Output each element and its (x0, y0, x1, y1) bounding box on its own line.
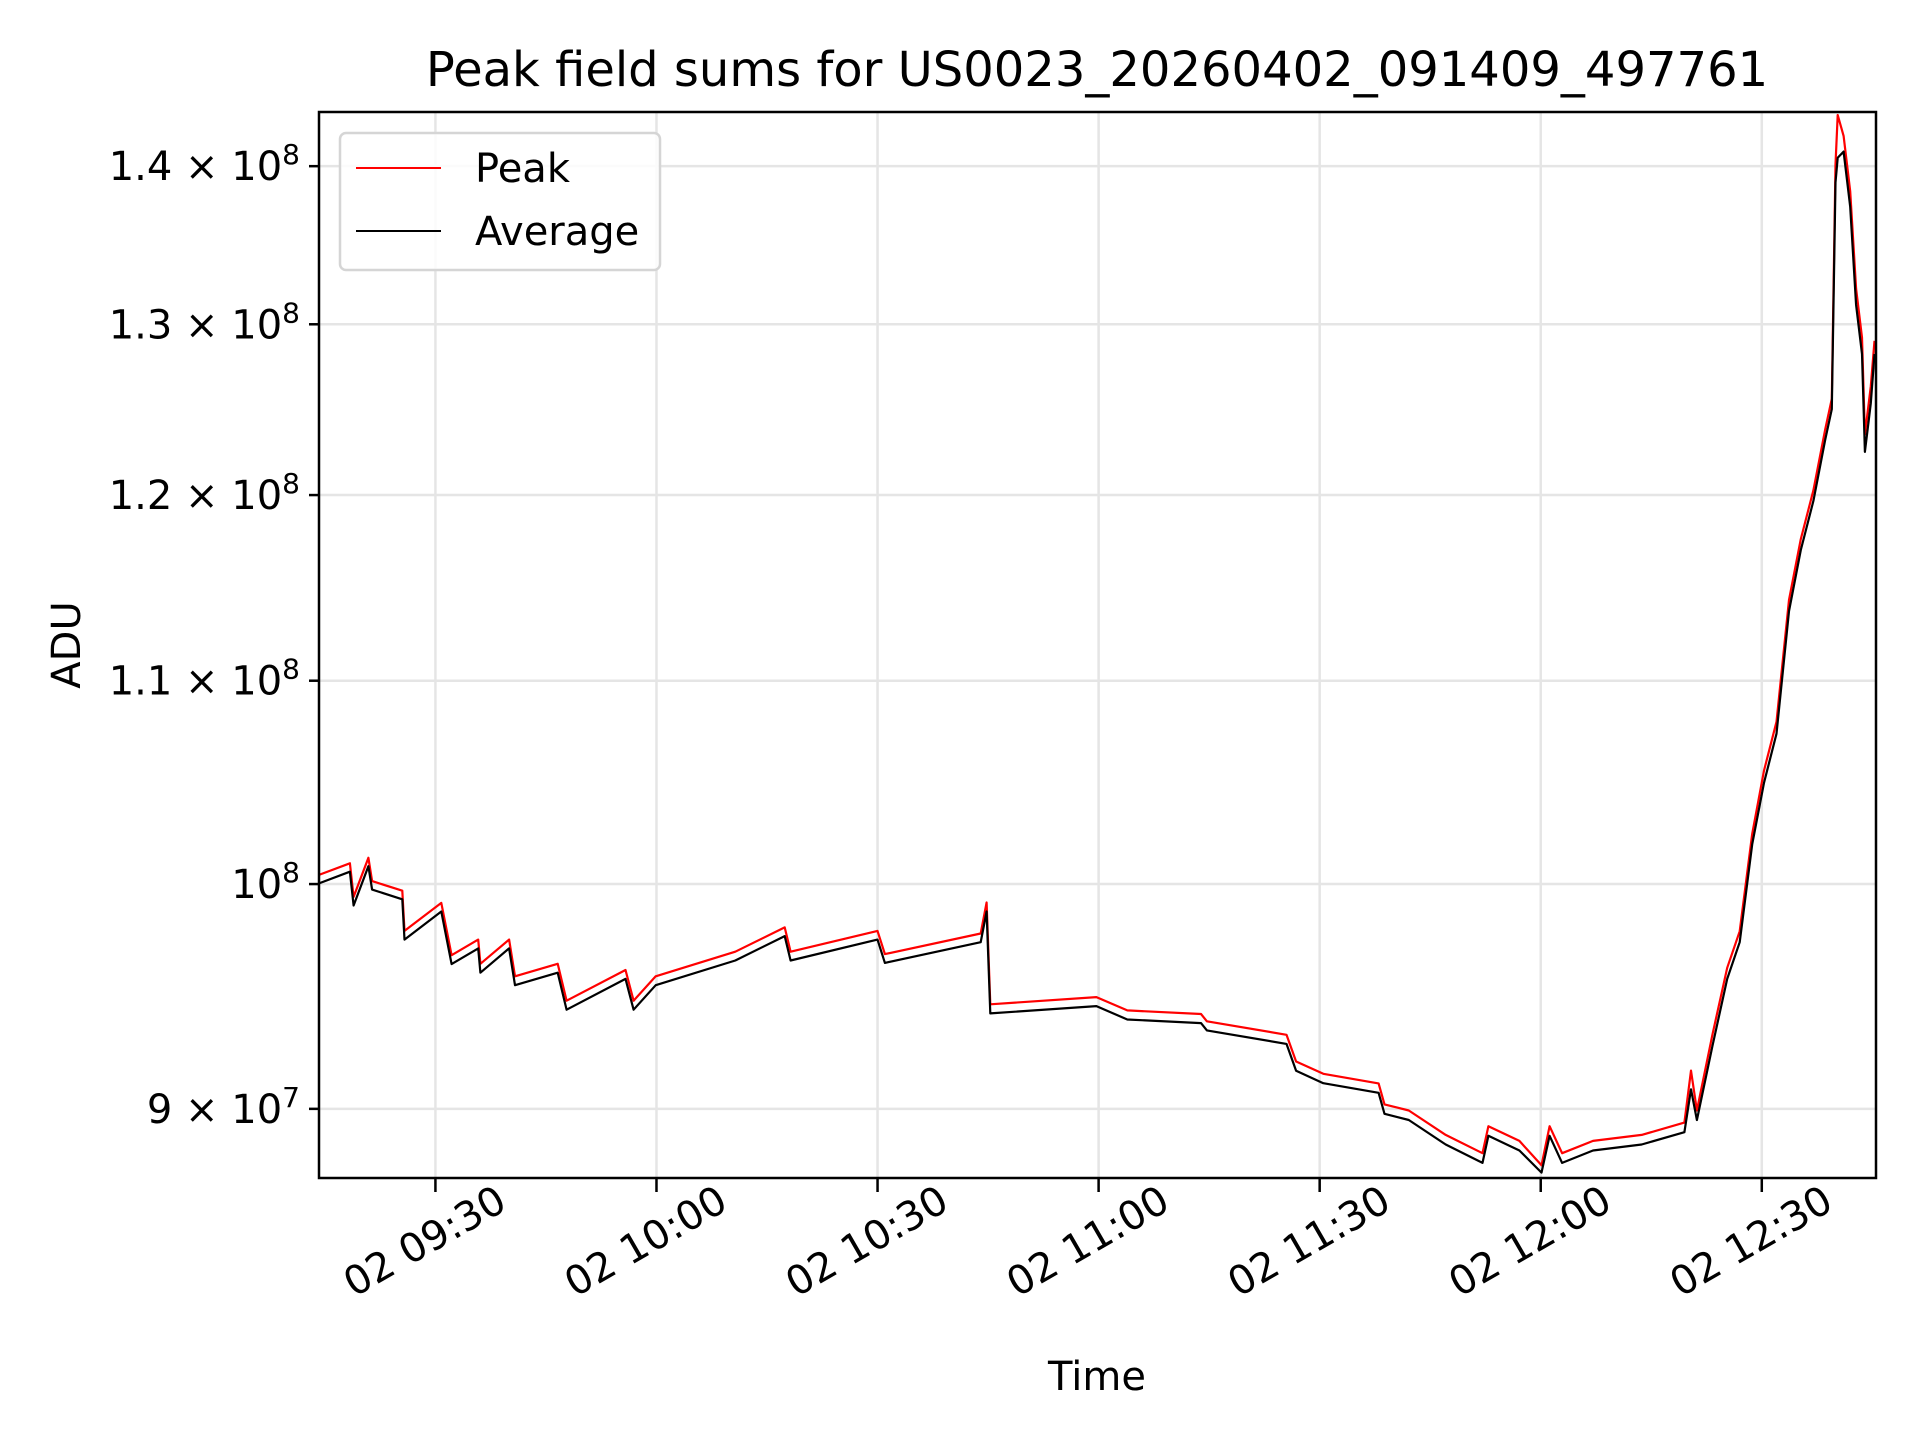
chart-title: Peak field sums for US0023_20260402_0914… (426, 42, 1768, 98)
y-tick-label: 108 (231, 856, 300, 908)
y-tick-exponent: 8 (282, 296, 300, 329)
y-tick-label: 1.1 × 108 (109, 653, 300, 705)
y-tick-mantissa: 10 (231, 862, 282, 908)
x-axis-label: Time (1047, 1354, 1146, 1400)
y-tick-exponent: 8 (282, 653, 300, 686)
y-tick-mantissa: 1.3 × 10 (109, 302, 282, 348)
series-line-average (318, 150, 1876, 1174)
legend: Peak Average (338, 131, 662, 272)
y-tick-mantissa: 1.2 × 10 (109, 473, 282, 519)
y-tick-exponent: 8 (282, 138, 300, 171)
y-tick-label: 1.3 × 108 (109, 296, 300, 348)
y-tick-exponent: 8 (282, 856, 300, 889)
y-tick-label: 1.4 × 108 (109, 138, 300, 190)
series-line-peak (318, 113, 1876, 1167)
y-tick-mantissa: 1.1 × 10 (109, 659, 282, 705)
legend-label-average: Average (475, 209, 639, 255)
y-tick-exponent: 8 (282, 467, 300, 500)
y-tick-exponent: 7 (282, 1081, 300, 1114)
plot-lines (318, 113, 1876, 1174)
y-tick-mantissa: 1.4 × 10 (109, 144, 282, 190)
y-tick-label: 9 × 107 (147, 1081, 300, 1133)
grid (319, 112, 1876, 1178)
y-axis-label: ADU (44, 601, 90, 688)
y-tick-label: 1.2 × 108 (109, 467, 300, 519)
y-tick-mantissa: 9 × 10 (147, 1087, 282, 1133)
legend-label-peak: Peak (475, 146, 571, 192)
